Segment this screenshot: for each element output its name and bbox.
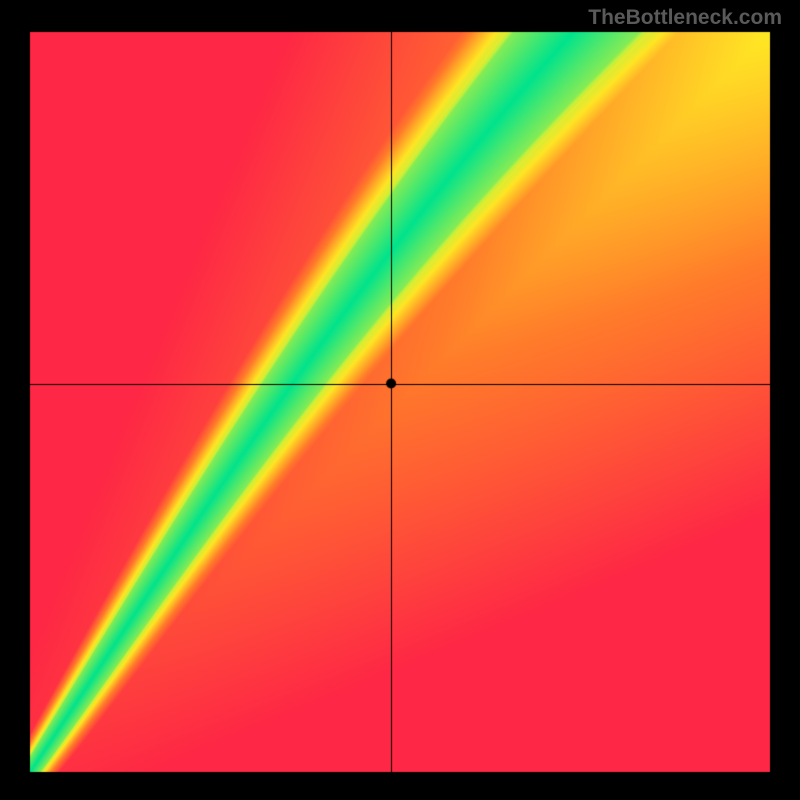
watermark-text: TheBottleneck.com [588,6,782,30]
bottleneck-heatmap [0,0,800,800]
